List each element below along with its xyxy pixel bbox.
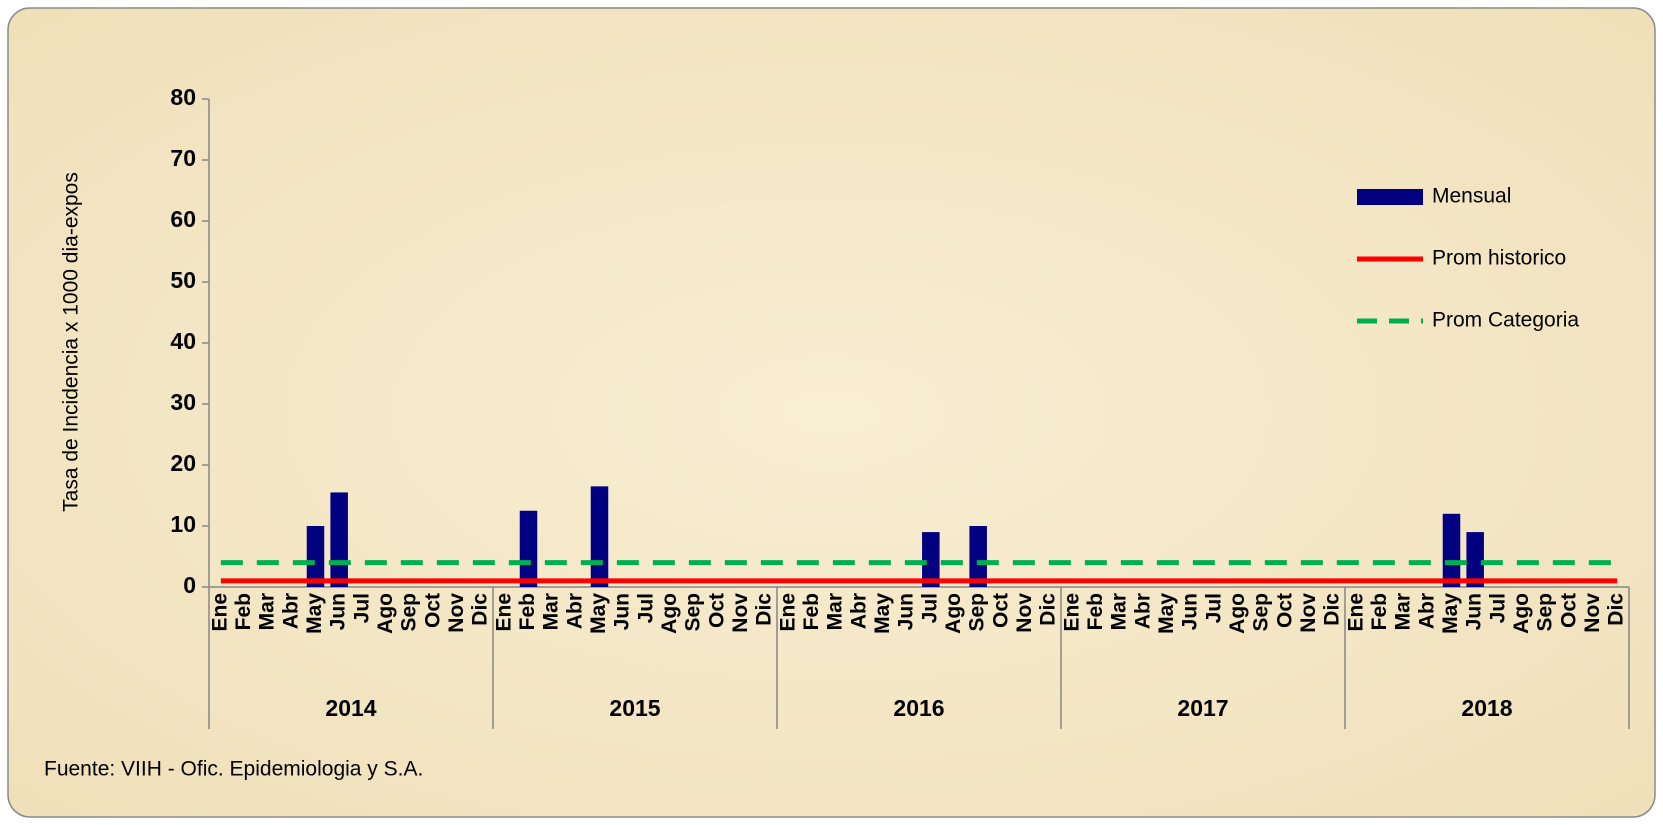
x-tick-label: Jul — [918, 593, 941, 623]
x-tick-label: Ene — [208, 593, 231, 632]
x-tick-label: Mar — [256, 593, 279, 630]
x-tick-label: Jul — [1202, 593, 1225, 623]
x-tick-label: Ago — [942, 593, 965, 634]
x-tick-label: Sep — [1250, 593, 1273, 632]
y-tick-label: 10 — [170, 511, 196, 537]
x-tick-label: Jun — [327, 593, 350, 630]
group-label: 2014 — [325, 695, 376, 721]
x-tick-label: May — [1155, 593, 1178, 634]
x-tick-label: Ene — [776, 593, 799, 632]
y-tick-label: 70 — [170, 145, 196, 171]
bar — [1442, 513, 1461, 587]
y-tick-label: 40 — [170, 328, 196, 354]
x-tick-label: Dic — [1321, 593, 1344, 626]
legend-label: Mensual — [1432, 185, 1511, 208]
y-axis-title: Tasa de Incidencia x 1000 dia-expos — [60, 172, 83, 512]
x-tick-label: Abr — [1131, 593, 1154, 629]
bar — [969, 526, 987, 587]
legend-label: Prom historico — [1432, 247, 1566, 270]
x-tick-label: Jun — [895, 593, 918, 630]
x-tick-label: Dic — [469, 593, 492, 626]
bar — [590, 486, 609, 587]
x-tick-label: Sep — [398, 593, 421, 632]
x-tick-label: Abr — [847, 593, 870, 629]
legend-swatch — [1357, 189, 1423, 205]
x-tick-label: Jun — [611, 593, 634, 630]
x-tick-label: May — [871, 593, 894, 634]
x-tick-label: Nov — [729, 593, 752, 633]
x-tick-label: Jun — [1463, 593, 1486, 630]
x-tick-label: Dic — [753, 593, 776, 626]
source-note: Fuente: VIIH - Ofic. Epidemiologia y S.A… — [44, 758, 423, 781]
x-tick-label: Ene — [1344, 593, 1367, 632]
x-tick-label: Sep — [966, 593, 989, 632]
x-tick-label: Ago — [1510, 593, 1533, 634]
x-tick-label: Oct — [1273, 593, 1296, 628]
x-tick-label: Ago — [374, 593, 397, 634]
x-tick-label: Abr — [563, 593, 586, 629]
x-tick-label: Nov — [1297, 593, 1320, 633]
x-tick-label: Sep — [682, 593, 705, 632]
x-tick-label: May — [587, 593, 610, 634]
group-label: 2016 — [893, 695, 944, 721]
x-tick-label: Mar — [540, 593, 563, 630]
x-tick-label: Nov — [1581, 593, 1604, 633]
x-tick-label: Feb — [232, 593, 255, 630]
x-tick-label: Abr — [279, 593, 302, 629]
y-tick-label: 0 — [183, 572, 196, 598]
x-tick-label: Ago — [658, 593, 681, 634]
bar — [330, 492, 348, 587]
x-tick-label: Oct — [421, 593, 444, 628]
group-label: 2017 — [1177, 695, 1228, 721]
x-tick-label: Jul — [350, 593, 373, 623]
x-tick-label: Feb — [1084, 593, 1107, 630]
group-label: 2015 — [609, 695, 660, 721]
bar — [1466, 532, 1484, 587]
x-tick-label: Mar — [824, 593, 847, 630]
x-tick-label: Dic — [1605, 593, 1628, 626]
y-tick-label: 20 — [170, 450, 196, 476]
bar — [922, 532, 940, 587]
group-label: 2018 — [1461, 695, 1512, 721]
x-tick-label: Dic — [1037, 593, 1060, 626]
chart-frame — [7, 7, 1656, 818]
x-tick-label: Abr — [1415, 593, 1438, 629]
legend-label: Prom Categoria — [1432, 309, 1579, 332]
x-tick-label: Feb — [516, 593, 539, 630]
y-tick-label: 60 — [170, 206, 196, 232]
x-tick-label: Jul — [634, 593, 657, 623]
y-tick-label: 30 — [170, 389, 196, 415]
x-tick-label: Jun — [1179, 593, 1202, 630]
x-tick-label: Ene — [492, 593, 515, 632]
x-tick-label: Ene — [1060, 593, 1083, 632]
y-tick-label: 80 — [170, 84, 196, 110]
bar — [519, 510, 538, 587]
x-tick-label: Nov — [445, 593, 468, 633]
x-tick-label: Feb — [1368, 593, 1391, 630]
y-tick-label: 50 — [170, 267, 196, 293]
x-tick-label: Nov — [1013, 593, 1036, 633]
x-tick-label: Mar — [1108, 593, 1131, 630]
x-tick-label: Oct — [705, 593, 728, 628]
x-tick-label: Sep — [1534, 593, 1557, 632]
x-tick-label: Oct — [989, 593, 1012, 628]
x-tick-label: Ago — [1226, 593, 1249, 634]
x-tick-label: Feb — [800, 593, 823, 630]
x-tick-label: May — [1439, 593, 1462, 634]
x-tick-label: Mar — [1392, 593, 1415, 630]
x-tick-label: Jul — [1486, 593, 1509, 623]
bar — [306, 526, 325, 587]
x-tick-label: Oct — [1557, 593, 1580, 628]
x-tick-label: May — [303, 593, 326, 634]
